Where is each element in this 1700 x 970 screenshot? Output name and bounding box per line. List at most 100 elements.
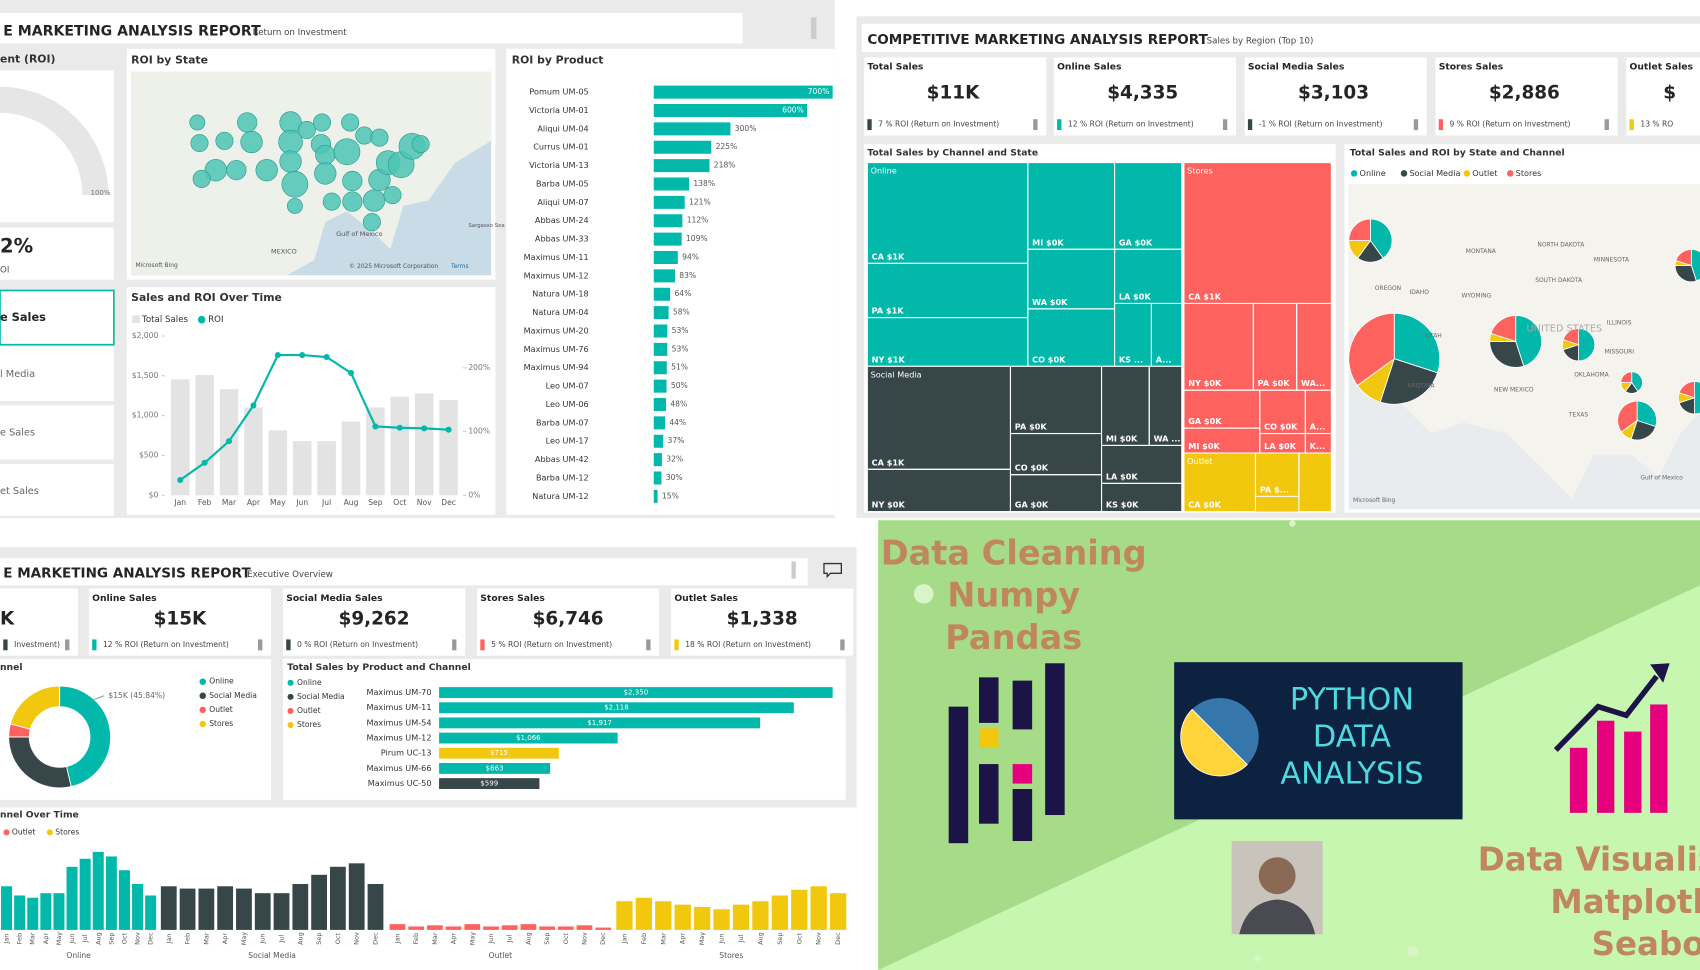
bar <box>40 893 52 930</box>
bar <box>118 870 130 930</box>
x-tick-label: Aug <box>524 932 532 945</box>
kpi-bar <box>1033 119 1038 131</box>
map-bubble <box>362 189 386 212</box>
treemap-group-label: Outlet <box>1187 456 1212 466</box>
x-tick-label: Nov <box>417 498 432 507</box>
chart-title: ROI by Product <box>512 54 604 67</box>
x-tick-label: Mar <box>431 932 439 945</box>
report-title: E MARKETING ANALYSIS REPORT <box>3 565 251 581</box>
bar <box>311 874 328 930</box>
map-label: ARIZONA <box>1407 382 1435 389</box>
data-label: $599 <box>480 779 498 788</box>
x-tick-label: Apr <box>450 933 458 945</box>
legend-label: Stores <box>55 827 79 836</box>
bar <box>160 886 177 930</box>
y-tick-label: Victoria UM-13 <box>529 160 589 170</box>
bar <box>653 232 682 246</box>
map-label: TEXAS <box>1568 412 1589 419</box>
bar <box>653 140 712 154</box>
treemap-label: PA $0K <box>1258 378 1291 388</box>
legend-label: Outlet <box>209 705 233 714</box>
treemap-group <box>867 366 1182 512</box>
map-bubble <box>342 170 363 192</box>
bar <box>268 430 288 496</box>
kpi-value: K <box>0 608 15 629</box>
bar <box>653 159 710 173</box>
legend-label: Outlet <box>12 827 36 836</box>
kpi-label: Social Media Sales <box>1248 62 1345 73</box>
bar <box>145 895 157 930</box>
bar <box>576 925 593 930</box>
y-tick-label: $1,500 <box>132 371 159 380</box>
bar <box>653 453 662 467</box>
chart-title: nnel Over Time <box>0 810 79 821</box>
x-tick-label: Jul <box>737 934 745 943</box>
bar <box>390 396 410 496</box>
bar <box>244 407 263 496</box>
x-tick-label: Nov <box>581 932 589 945</box>
map-bubble <box>314 162 337 185</box>
legend-label: Outlet <box>1472 168 1497 178</box>
x-tick-label: Jul <box>321 498 331 507</box>
legend-label: Online <box>1360 168 1386 178</box>
treemap-group <box>867 162 1182 367</box>
kpi-card <box>88 588 272 656</box>
chart-title: Total Sales by Channel and State <box>867 147 1038 158</box>
legend-label: Outlet <box>297 706 321 715</box>
x-tick-label: Mar <box>29 932 37 945</box>
bar <box>653 342 668 356</box>
bar <box>179 888 196 930</box>
y-tick-label: Maximus UM-12 <box>366 733 431 743</box>
data-label: 300% <box>735 124 757 133</box>
kpi-card <box>1626 57 1700 136</box>
nav-card-label: e Sales <box>0 310 46 324</box>
treemap-group <box>1183 162 1332 454</box>
line-point <box>177 476 184 484</box>
x-tick-label: May <box>270 498 286 507</box>
map-bubble <box>370 128 389 147</box>
report-title: COMPETITIVE MARKETING ANALYSIS REPORT <box>867 32 1208 48</box>
x-tick-label: Aug <box>94 932 102 945</box>
bar <box>439 747 559 759</box>
kpi-label: Outlet Sales <box>674 593 738 604</box>
x-tick-label: Sep <box>776 932 784 944</box>
map-pie-slice <box>1675 248 1692 267</box>
promo-title: Data Cleaning <box>881 533 1147 572</box>
x-tick-label: Feb <box>640 933 648 945</box>
bar <box>439 778 540 790</box>
card <box>0 227 114 280</box>
kpi-bar <box>1222 119 1228 131</box>
kpi-label: Outlet Sales <box>1630 62 1694 73</box>
data-label: 30% <box>666 473 683 482</box>
y-tick-label: Pirum UC-13 <box>381 748 432 758</box>
kpi-value: 2% <box>0 235 33 258</box>
legend-swatch <box>1463 170 1471 177</box>
map-label: Sargasso Sea <box>468 223 504 229</box>
x-tick-label: Oct <box>120 933 128 945</box>
kpi-roi: 12 % ROI (Return on Investment) <box>103 640 229 649</box>
treemap-label: GA $0K <box>1015 500 1049 510</box>
logo-bar <box>979 728 999 748</box>
kpi-card <box>671 588 854 656</box>
x-tick-label: Jan <box>173 498 186 507</box>
y-tick-label: Maximus UM-20 <box>524 326 589 336</box>
kpi-label: Stores Sales <box>480 593 545 604</box>
bar <box>653 489 658 503</box>
logo-bar <box>1012 680 1033 730</box>
kpi-card <box>282 588 466 656</box>
kpi-roi: 9 % ROI (Return on Investment) <box>1450 120 1571 129</box>
kpi-roi: 0 % ROI (Return on Investment) <box>297 640 418 649</box>
bar <box>330 866 346 930</box>
icon-arrow <box>1650 663 1670 683</box>
treemap-label: CA $1K <box>1188 291 1221 301</box>
map-pie-slice <box>1617 400 1638 433</box>
data-label: 138% <box>693 179 715 188</box>
group-label: Stores <box>719 951 743 960</box>
x-tick-label: Sep <box>368 498 382 507</box>
map-label: © 2025 Microsoft Corporation <box>349 263 438 270</box>
bar <box>653 434 664 448</box>
kpi-roi: 18 % ROI (Return on Investment) <box>685 640 811 649</box>
map-pie-slice <box>1630 419 1657 441</box>
legend-swatch <box>3 829 10 836</box>
map-bubble <box>322 192 341 211</box>
